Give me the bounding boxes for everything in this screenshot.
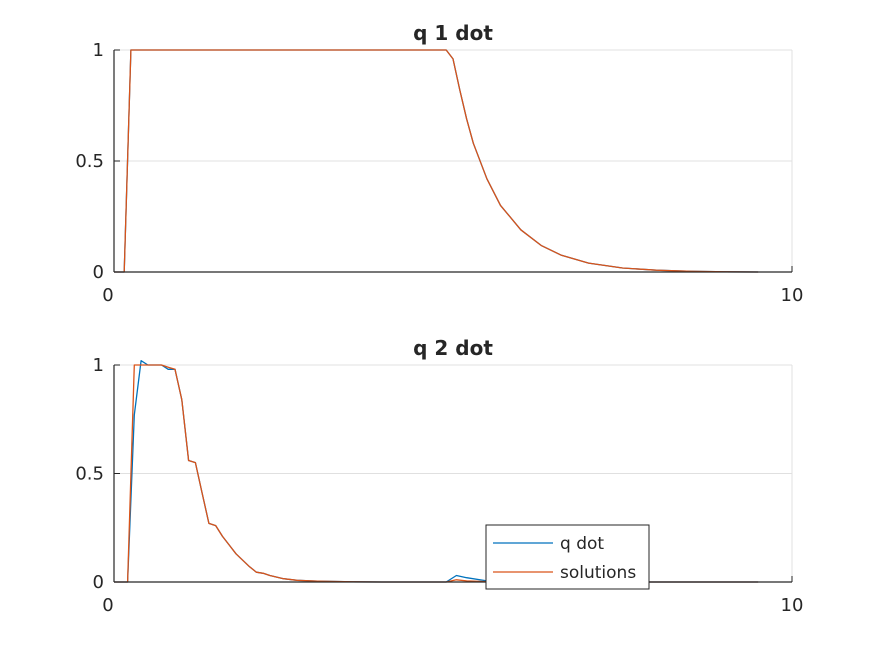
legend-label: q dot xyxy=(560,534,604,554)
x-tick-label: 10 xyxy=(781,285,804,306)
legend-box xyxy=(485,524,650,590)
chart-title: q 2 dot xyxy=(413,336,493,360)
chart-title: q 1 dot xyxy=(413,21,493,45)
series-line-2 xyxy=(114,49,759,273)
x-tick-label: 10 xyxy=(781,595,804,616)
x-tick-label: 0 xyxy=(102,595,113,616)
series-line-solutions xyxy=(114,364,759,583)
x-tick-label: 0 xyxy=(102,285,113,306)
legend-label: solutions xyxy=(560,563,636,583)
y-tick-label: 0.5 xyxy=(75,464,104,485)
chart-panel-1: 00.510 10q 1 dot xyxy=(75,21,803,306)
y-tick-label: 1 xyxy=(93,355,104,376)
y-tick-label: 0 xyxy=(93,572,104,593)
legend: q dot solutions xyxy=(485,524,650,590)
y-tick-label: 0.5 xyxy=(75,151,104,172)
y-tick-label: 0 xyxy=(93,262,104,283)
y-tick-label: 1 xyxy=(93,40,104,61)
